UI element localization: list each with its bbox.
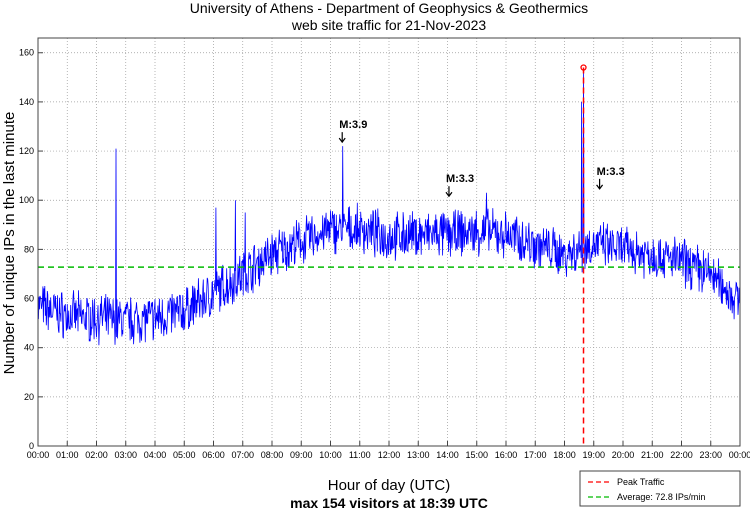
x-tick-label: 00:00 [27, 450, 50, 460]
x-tick-label: 04:00 [144, 450, 167, 460]
chart-title-2: web site traffic for 21-Nov-2023 [291, 17, 486, 33]
x-axis-label: Hour of day (UTC) [328, 477, 451, 494]
annotation-label: M:3.9 [339, 119, 367, 131]
x-tick-label: 07:00 [231, 450, 254, 460]
x-tick-label: 06:00 [202, 450, 225, 460]
annotation-label: M:3.3 [446, 173, 474, 185]
chart-subtitle: max 154 visitors at 18:39 UTC [290, 495, 488, 511]
x-tick-label: 11:00 [349, 450, 371, 460]
annotation-arrowhead [338, 137, 346, 144]
x-tick-label: 01:00 [56, 450, 79, 460]
x-tick-label: 18:00 [553, 450, 576, 460]
annotation-label: M:3.3 [597, 166, 625, 178]
x-tick-label: 15:00 [465, 450, 488, 460]
x-tick-label: 23:00 [699, 450, 722, 460]
y-tick-label: 0 [29, 441, 34, 451]
annotation-arrowhead [596, 184, 604, 190]
x-tick-label: 12:00 [378, 450, 401, 460]
x-tick-label: 08:00 [261, 450, 284, 460]
x-tick-label: 05:00 [173, 450, 196, 460]
x-tick-label: 00:00 [729, 450, 750, 460]
y-tick-label: 100 [19, 195, 34, 205]
x-tick-label: 10:00 [319, 450, 342, 460]
y-tick-label: 40 [24, 343, 34, 353]
y-tick-label: 120 [19, 146, 34, 156]
y-tick-label: 140 [19, 97, 34, 107]
x-tick-label: 13:00 [407, 450, 430, 460]
y-tick-label: 60 [24, 294, 34, 304]
x-tick-label: 09:00 [290, 450, 313, 460]
x-tick-label: 22:00 [670, 450, 693, 460]
legend-peak-label: Peak Traffic [617, 477, 665, 487]
legend-average-label: Average: 72.8 IPs/min [617, 492, 705, 502]
x-tick-label: 20:00 [612, 450, 635, 460]
x-tick-label: 03:00 [114, 450, 137, 460]
y-axis-label: Number of unique IPs in the last minute [1, 112, 18, 375]
plot-frame [37, 37, 741, 447]
chart-title-1: University of Athens - Department of Geo… [190, 0, 588, 16]
x-tick-label: 17:00 [524, 450, 547, 460]
annotation-arrowhead [445, 191, 453, 198]
peak-marker [580, 64, 587, 71]
legend: Peak Traffic Average: 72.8 IPs/min [579, 470, 741, 507]
x-tick-label: 14:00 [436, 450, 459, 460]
traffic-series-line [37, 67, 740, 346]
x-tick-label: 19:00 [582, 450, 605, 460]
y-tick-label: 80 [24, 244, 34, 254]
x-tick-label: 02:00 [85, 450, 108, 460]
x-tick-label: 21:00 [641, 450, 664, 460]
y-tick-label: 160 [19, 48, 34, 58]
x-tick-label: 16:00 [495, 450, 518, 460]
y-tick-label: 20 [24, 392, 34, 402]
